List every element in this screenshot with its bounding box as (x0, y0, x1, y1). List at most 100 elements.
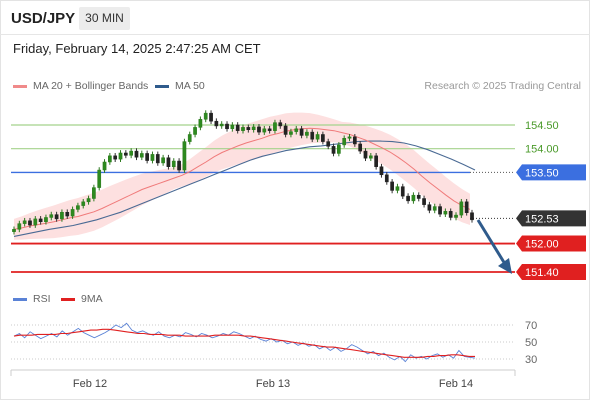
candle-body (289, 131, 293, 135)
ma50-swatch (155, 84, 169, 88)
header-divider (0, 34, 590, 35)
candle-body (193, 127, 197, 135)
candle-body (422, 198, 426, 205)
candle-body (331, 146, 336, 154)
candle-body (81, 201, 86, 206)
candle-body (161, 157, 165, 164)
candle-body (251, 126, 256, 130)
candle-body (113, 155, 118, 160)
candle-body (166, 157, 171, 167)
candle-body (464, 201, 469, 213)
candle-body (155, 154, 160, 164)
candle-body (352, 136, 357, 145)
candle-body (411, 194, 416, 202)
candle-body (177, 160, 181, 171)
candle-body (337, 144, 341, 154)
candle-body (395, 186, 400, 191)
candle-body (257, 126, 261, 133)
candle-body (400, 186, 405, 197)
candle-body (416, 194, 421, 199)
candle-body (283, 125, 288, 135)
candle-body (358, 143, 363, 152)
candle-body (171, 160, 176, 167)
candle-body (235, 124, 240, 131)
candle-body (60, 212, 64, 220)
candle-body (459, 201, 464, 216)
candle-body (219, 123, 224, 127)
candle-body (65, 212, 70, 217)
resistance-label: 154.50 (525, 120, 559, 132)
bollinger-swatch (13, 84, 27, 88)
level-label: 152.53 (525, 213, 559, 225)
candle-body (22, 220, 27, 224)
x-tick-label: Feb 14 (439, 378, 473, 390)
candle-body (38, 218, 43, 222)
timeframe-badge[interactable]: 30 MIN (79, 7, 130, 30)
candle-body (262, 128, 267, 133)
timestamp: Friday, February 14, 2025 2:47:25 AM CET (13, 41, 261, 56)
candle-body (273, 122, 277, 131)
candle-body (150, 154, 155, 161)
level-label: 151.40 (525, 267, 559, 279)
candle-body (145, 153, 149, 161)
rsi-tick-label: 30 (525, 354, 537, 366)
candle-body (305, 131, 309, 136)
candle-body (321, 134, 325, 142)
level-label-box (516, 235, 586, 252)
candle-body (123, 152, 128, 156)
copyright-text: Research © 2025 Trading Central (424, 80, 581, 92)
candle-body (470, 212, 474, 221)
legend-bollinger: MA 20 + Bollinger Bands (13, 80, 148, 92)
level-label-box (516, 210, 586, 227)
candle-body (299, 128, 304, 136)
candle-body (134, 150, 139, 158)
currency-pair-title: USD/JPY (11, 10, 76, 27)
candle-body (427, 204, 432, 211)
level-label-box (516, 264, 586, 280)
candle-body (54, 214, 59, 220)
candle-body (214, 120, 219, 127)
x-tick-label: Feb 12 (73, 378, 107, 390)
legend-rsi: RSI (13, 293, 51, 305)
candle-body (432, 206, 437, 211)
candle-body (294, 128, 299, 132)
candle-body (70, 209, 75, 217)
candle-body (438, 206, 442, 215)
forecast-arrow-head (498, 258, 512, 274)
candle-body (12, 229, 16, 232)
candle-body (443, 211, 448, 215)
candle-body (33, 218, 38, 226)
level-label: 153.50 (525, 167, 559, 179)
level-label: 152.00 (525, 239, 559, 251)
candle-body (182, 141, 187, 171)
rsi-line (13, 322, 476, 363)
candle-body (246, 127, 251, 130)
candle-body (76, 205, 80, 210)
resistance-label: 154.00 (525, 144, 559, 156)
candle-body (203, 112, 208, 120)
bollinger-band (14, 112, 470, 240)
candle-body (28, 220, 32, 226)
level-label-box (516, 164, 586, 181)
candle-body (448, 211, 453, 218)
ma20-line (13, 127, 471, 230)
candle-body (384, 174, 389, 183)
candle-body (326, 141, 331, 147)
legend-ma50: MA 50 (155, 80, 205, 92)
candle-body (49, 214, 54, 218)
candle-body (187, 134, 192, 142)
candle-body (209, 112, 213, 122)
candle-body (267, 128, 272, 131)
ma9-swatch (61, 297, 75, 301)
candle-body (129, 150, 134, 156)
candle-body (347, 136, 352, 139)
rsi-9ma-line (13, 328, 475, 358)
ma50-line (13, 140, 476, 237)
forecast-arrow-shaft (476, 219, 507, 265)
candle-body (374, 155, 378, 167)
legend-9ma: 9MA (61, 293, 103, 305)
candle-body (92, 187, 96, 199)
candle-body (315, 134, 320, 140)
candle-body (454, 214, 458, 218)
